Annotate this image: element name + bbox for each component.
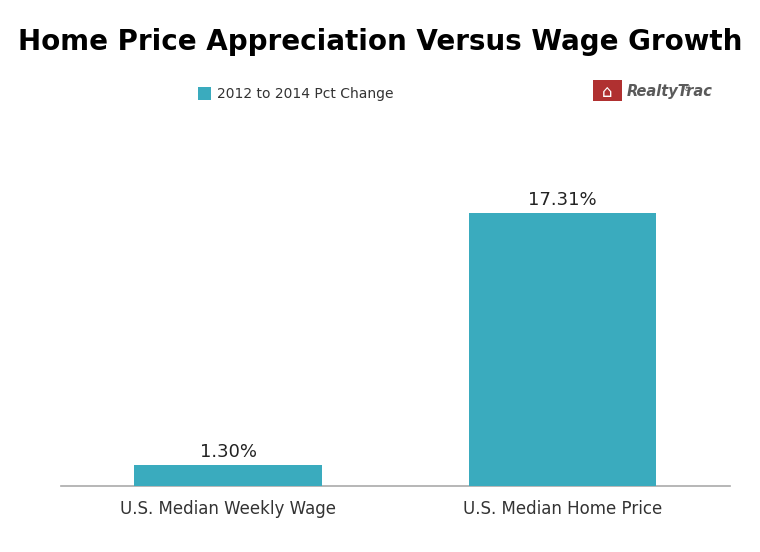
Text: RealtyTrac: RealtyTrac [627,83,713,99]
Text: 1.30%: 1.30% [199,443,256,461]
Text: 17.31%: 17.31% [528,191,597,209]
Bar [135,465,321,486]
Text: 2012 to 2014 Pct Change: 2012 to 2014 Pct Change [217,87,393,101]
Text: Home Price Appreciation Versus Wage Growth: Home Price Appreciation Versus Wage Grow… [17,28,743,56]
Bar [469,213,656,486]
Text: ⌂: ⌂ [602,83,613,100]
Text: ®: ® [682,84,691,93]
